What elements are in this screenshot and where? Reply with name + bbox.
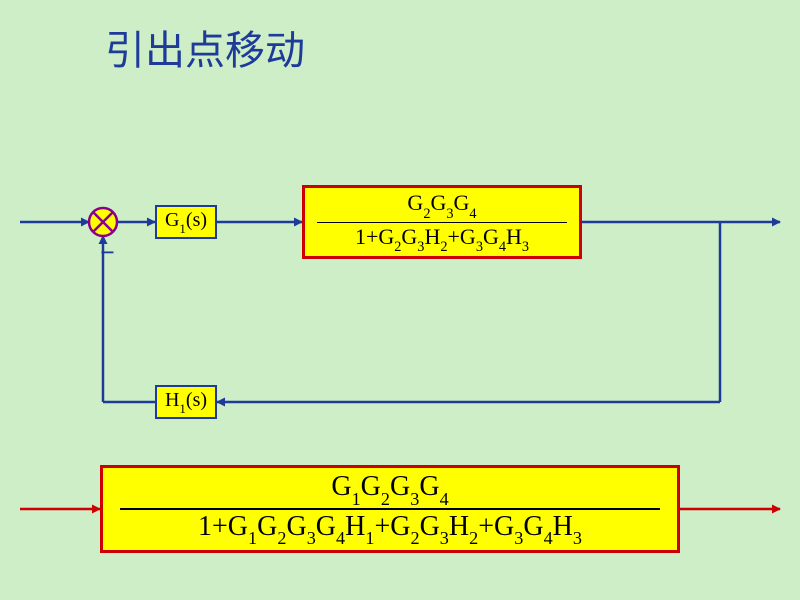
block-label: G1(s) [165, 209, 207, 235]
block-label: H1(s) [165, 389, 207, 415]
numerator: G2G3G4 [407, 190, 476, 220]
denominator: 1+G2G3H2+G3G4H3 [355, 224, 529, 254]
block-h1: H1(s) [155, 385, 217, 419]
numerator: G1G2G3G4 [331, 471, 448, 507]
fraction-line [120, 508, 660, 510]
denominator: 1+G1G2G3G4H1+G2G3H2+G3G4H3 [198, 511, 582, 547]
block-g1: G1(s) [155, 205, 217, 239]
block-transfer-2: G1G2G3G4 1+G1G2G3G4H1+G2G3H2+G3G4H3 [100, 465, 680, 553]
block-transfer-1: G2G3G4 1+G2G3H2+G3G4H3 [302, 185, 582, 259]
page-title: 引出点移动 [105, 18, 305, 76]
fraction-line [317, 222, 567, 223]
minus-sign: − [100, 238, 115, 268]
